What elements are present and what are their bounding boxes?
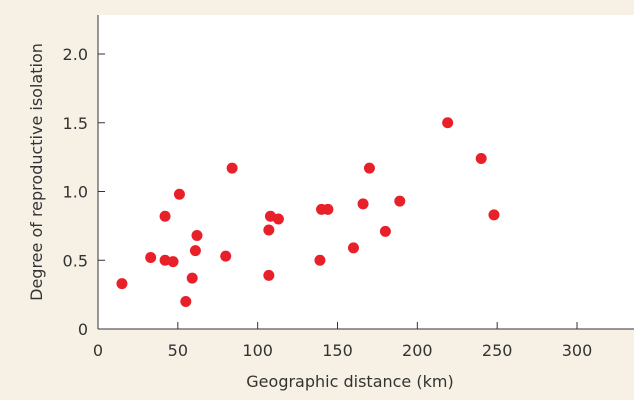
data-point: [189, 245, 201, 257]
data-point: [357, 198, 369, 210]
y-tick-label: 0.5: [63, 251, 88, 270]
data-point: [186, 272, 198, 284]
data-point: [180, 296, 192, 307]
y-tick-label: 1.0: [63, 183, 88, 202]
y-tick-label: 2.0: [63, 45, 88, 64]
data-point: [442, 117, 454, 129]
x-tick-label: 200: [402, 341, 433, 360]
x-tick-label: 300: [562, 341, 593, 360]
y-axis-ticks: 0 0.5 1.0 1.5 2.0: [63, 45, 105, 339]
data-point: [322, 203, 334, 215]
data-point: [191, 230, 203, 241]
data-point: [226, 162, 238, 174]
y-tick-label: 0: [78, 320, 88, 339]
data-point: [363, 162, 375, 174]
data-point: [394, 195, 406, 207]
data-point: [173, 188, 185, 200]
data-point: [347, 242, 359, 254]
data-point: [314, 254, 326, 266]
data-point: [263, 224, 275, 236]
x-tick-label: 100: [242, 341, 273, 360]
data-point: [475, 153, 487, 164]
data-point: [220, 250, 232, 262]
x-tick-label: 150: [322, 341, 353, 360]
x-tick-label: 250: [482, 341, 513, 360]
data-points: [116, 117, 500, 307]
data-point: [263, 269, 275, 281]
x-tick-label: 0: [93, 341, 103, 360]
data-point: [488, 209, 500, 221]
y-axis-label: Degree of reproductive isolation: [27, 43, 46, 301]
x-tick-label: 50: [168, 341, 188, 360]
data-point: [167, 256, 179, 268]
y-tick-label: 1.5: [63, 114, 88, 133]
data-point: [159, 210, 171, 222]
data-point: [379, 225, 391, 237]
x-axis-label: Geographic distance (km): [246, 372, 453, 391]
data-point: [116, 278, 128, 290]
data-point: [272, 213, 284, 225]
x-axis-ticks: 0 50 100 150 200 250 300: [93, 322, 592, 360]
data-point: [145, 252, 157, 263]
